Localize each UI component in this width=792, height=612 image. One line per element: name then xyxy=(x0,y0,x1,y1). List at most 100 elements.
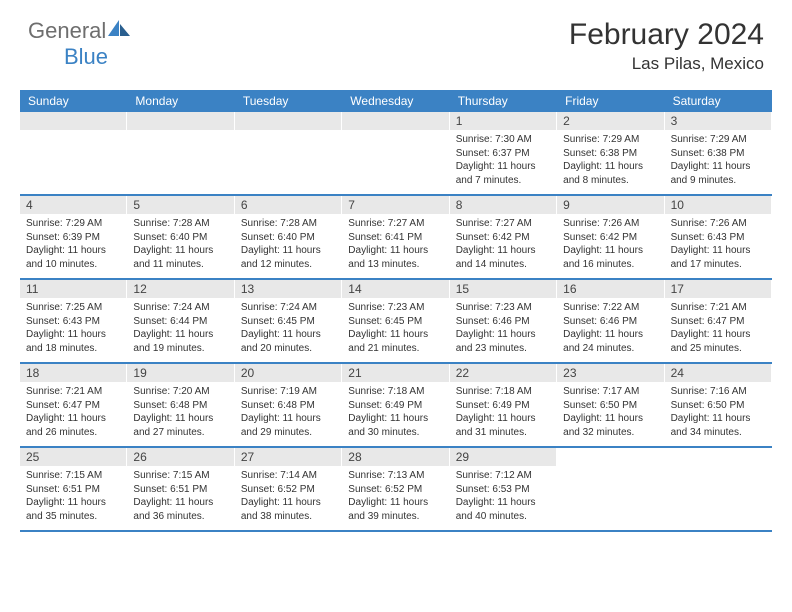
day-detail: Sunrise: 7:15 AMSunset: 6:51 PMDaylight:… xyxy=(26,469,120,523)
day-number: 4 xyxy=(20,196,126,214)
day-number: 21 xyxy=(342,364,448,382)
month-title: February 2024 xyxy=(569,18,764,52)
day-cell: 6Sunrise: 7:28 AMSunset: 6:40 PMDaylight… xyxy=(235,196,342,278)
day-detail: Sunrise: 7:29 AMSunset: 6:39 PMDaylight:… xyxy=(26,217,120,271)
day-detail: Sunrise: 7:18 AMSunset: 6:49 PMDaylight:… xyxy=(348,385,442,439)
day-number: 1 xyxy=(450,112,556,130)
day-detail: Sunrise: 7:26 AMSunset: 6:42 PMDaylight:… xyxy=(563,217,657,271)
day-header-cell: Tuesday xyxy=(235,90,342,112)
week-row: 18Sunrise: 7:21 AMSunset: 6:47 PMDayligh… xyxy=(20,364,772,448)
day-header-cell: Monday xyxy=(127,90,234,112)
day-detail: Sunrise: 7:29 AMSunset: 6:38 PMDaylight:… xyxy=(671,133,765,187)
day-detail: Sunrise: 7:19 AMSunset: 6:48 PMDaylight:… xyxy=(241,385,335,439)
day-detail: Sunrise: 7:15 AMSunset: 6:51 PMDaylight:… xyxy=(133,469,227,523)
day-header-cell: Friday xyxy=(557,90,664,112)
day-detail: Sunrise: 7:18 AMSunset: 6:49 PMDaylight:… xyxy=(456,385,550,439)
location-label: Las Pilas, Mexico xyxy=(569,54,764,74)
day-cell: 3 Sunrise: 7:29 AMSunset: 6:38 PMDaylight… xyxy=(665,112,772,194)
day-number: 15 xyxy=(450,280,556,298)
empty-day-number xyxy=(342,112,448,130)
day-number: 14 xyxy=(342,280,448,298)
day-number: 12 xyxy=(127,280,233,298)
day-detail: Sunrise: 7:26 AMSunset: 6:43 PMDaylight:… xyxy=(671,217,765,271)
day-cell: 22 Sunrise: 7:18 AMSunset: 6:49 PMDayligh… xyxy=(450,364,557,446)
day-cell: 26 Sunrise: 7:15 AMSunset: 6:51 PMDayligh… xyxy=(127,448,234,530)
day-header-cell: Sunday xyxy=(20,90,127,112)
day-detail: Sunrise: 7:30 AMSunset: 6:37 PMDaylight:… xyxy=(456,133,550,187)
day-cell: 11 Sunrise: 7:25 AMSunset: 6:43 PMDayligh… xyxy=(20,280,127,362)
day-cell: 20 Sunrise: 7:19 AMSunset: 6:48 PMDayligh… xyxy=(235,364,342,446)
day-cell xyxy=(20,112,127,194)
day-cell: 10 Sunrise: 7:26 AMSunset: 6:43 PMDayligh… xyxy=(665,196,772,278)
day-cell: 12Sunrise: 7:24 AMSunset: 6:44 PMDayligh… xyxy=(127,280,234,362)
day-detail: Sunrise: 7:20 AMSunset: 6:48 PMDaylight:… xyxy=(133,385,227,439)
title-block: February 2024 Las Pilas, Mexico xyxy=(569,18,764,74)
day-detail: Sunrise: 7:21 AMSunset: 6:47 PMDaylight:… xyxy=(671,301,765,355)
day-cell: 27 Sunrise: 7:14 AMSunset: 6:52 PMDayligh… xyxy=(235,448,342,530)
day-cell: 18Sunrise: 7:21 AMSunset: 6:47 PMDayligh… xyxy=(20,364,127,446)
day-number: 20 xyxy=(235,364,341,382)
day-number: 8 xyxy=(450,196,556,214)
day-cell: 19 Sunrise: 7:20 AMSunset: 6:48 PMDayligh… xyxy=(127,364,234,446)
day-number: 19 xyxy=(127,364,233,382)
day-detail: Sunrise: 7:16 AMSunset: 6:50 PMDaylight:… xyxy=(671,385,765,439)
day-header-cell: Saturday xyxy=(665,90,772,112)
day-number: 11 xyxy=(20,280,126,298)
day-cell: 28Sunrise: 7:13 AMSunset: 6:52 PMDayligh… xyxy=(342,448,449,530)
logo-text-blue: Blue xyxy=(64,44,108,69)
empty-day-number xyxy=(20,112,126,130)
day-detail: Sunrise: 7:14 AMSunset: 6:52 PMDaylight:… xyxy=(241,469,335,523)
day-number: 26 xyxy=(127,448,233,466)
day-cell: 1 Sunrise: 7:30 AMSunset: 6:37 PMDaylight… xyxy=(450,112,557,194)
empty-day-number xyxy=(235,112,341,130)
day-cell: 7 Sunrise: 7:27 AMSunset: 6:41 PMDaylight… xyxy=(342,196,449,278)
day-number: 25 xyxy=(20,448,126,466)
calendar: SundayMondayTuesdayWednesdayThursdayFrid… xyxy=(20,90,772,532)
day-number: 16 xyxy=(557,280,663,298)
day-cell: 14Sunrise: 7:23 AMSunset: 6:45 PMDayligh… xyxy=(342,280,449,362)
day-number: 28 xyxy=(342,448,448,466)
day-cell xyxy=(342,112,449,194)
day-number: 3 xyxy=(665,112,771,130)
day-cell xyxy=(127,112,234,194)
day-cell: 17Sunrise: 7:21 AMSunset: 6:47 PMDayligh… xyxy=(665,280,772,362)
day-detail: Sunrise: 7:24 AMSunset: 6:45 PMDaylight:… xyxy=(241,301,335,355)
day-detail: Sunrise: 7:27 AMSunset: 6:42 PMDaylight:… xyxy=(456,217,550,271)
day-cell: 25 Sunrise: 7:15 AMSunset: 6:51 PMDayligh… xyxy=(20,448,127,530)
day-number: 7 xyxy=(342,196,448,214)
week-row: 4 Sunrise: 7:29 AMSunset: 6:39 PMDaylight… xyxy=(20,196,772,280)
day-cell: 23 Sunrise: 7:17 AMSunset: 6:50 PMDayligh… xyxy=(557,364,664,446)
day-number: 27 xyxy=(235,448,341,466)
day-detail: Sunrise: 7:28 AMSunset: 6:40 PMDaylight:… xyxy=(133,217,227,271)
day-header-cell: Wednesday xyxy=(342,90,449,112)
day-detail: Sunrise: 7:29 AMSunset: 6:38 PMDaylight:… xyxy=(563,133,657,187)
day-number: 22 xyxy=(450,364,556,382)
day-detail: Sunrise: 7:25 AMSunset: 6:43 PMDaylight:… xyxy=(26,301,120,355)
day-number: 24 xyxy=(665,364,771,382)
day-number: 29 xyxy=(450,448,556,466)
day-cell xyxy=(557,448,664,530)
day-cell xyxy=(665,448,772,530)
week-row: 1 Sunrise: 7:30 AMSunset: 6:37 PMDaylight… xyxy=(20,112,772,196)
week-row: 11 Sunrise: 7:25 AMSunset: 6:43 PMDayligh… xyxy=(20,280,772,364)
day-cell xyxy=(235,112,342,194)
day-detail: Sunrise: 7:22 AMSunset: 6:46 PMDaylight:… xyxy=(563,301,657,355)
day-number: 2 xyxy=(557,112,663,130)
day-detail: Sunrise: 7:17 AMSunset: 6:50 PMDaylight:… xyxy=(563,385,657,439)
day-header-row: SundayMondayTuesdayWednesdayThursdayFrid… xyxy=(20,90,772,112)
day-cell: 2 Sunrise: 7:29 AMSunset: 6:38 PMDaylight… xyxy=(557,112,664,194)
day-number: 13 xyxy=(235,280,341,298)
day-number: 9 xyxy=(557,196,663,214)
day-number: 10 xyxy=(665,196,771,214)
page-header: General Blue February 2024 Las Pilas, Me… xyxy=(0,0,792,80)
day-cell: 4 Sunrise: 7:29 AMSunset: 6:39 PMDaylight… xyxy=(20,196,127,278)
empty-day-number xyxy=(127,112,233,130)
logo-text: General Blue xyxy=(28,18,132,70)
day-detail: Sunrise: 7:28 AMSunset: 6:40 PMDaylight:… xyxy=(241,217,335,271)
day-detail: Sunrise: 7:27 AMSunset: 6:41 PMDaylight:… xyxy=(348,217,442,271)
week-row: 25 Sunrise: 7:15 AMSunset: 6:51 PMDayligh… xyxy=(20,448,772,532)
logo: General Blue xyxy=(28,18,132,70)
day-cell: 13 Sunrise: 7:24 AMSunset: 6:45 PMDayligh… xyxy=(235,280,342,362)
day-number: 23 xyxy=(557,364,663,382)
day-cell: 5Sunrise: 7:28 AMSunset: 6:40 PMDaylight… xyxy=(127,196,234,278)
